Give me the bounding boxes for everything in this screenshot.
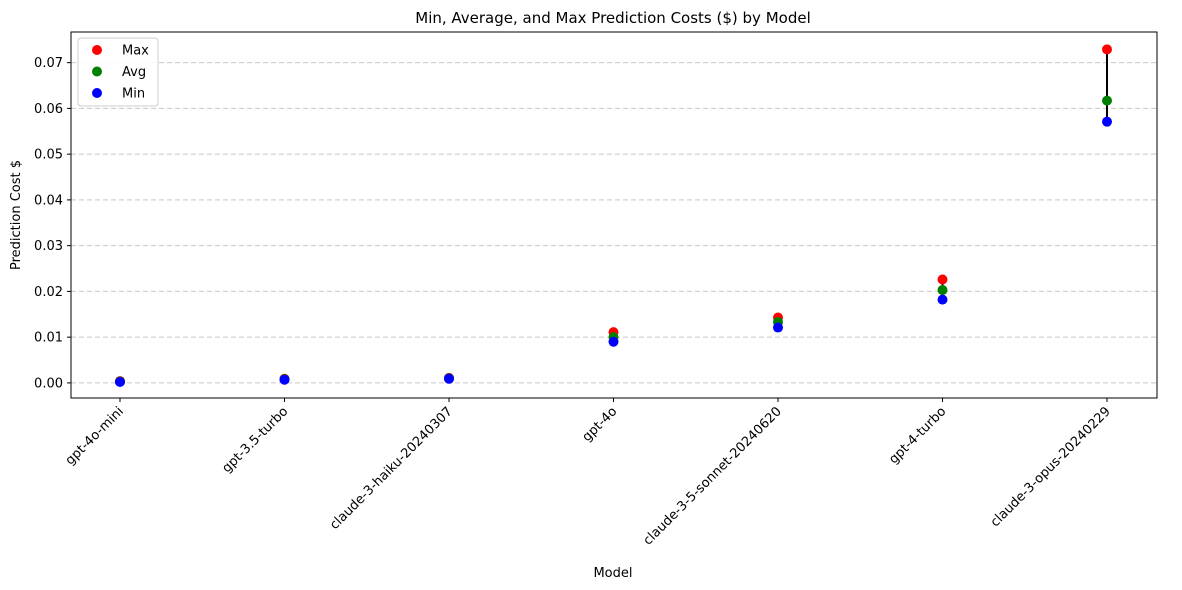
x-axis: gpt-4o-mini gpt-3.5-turbo claude-3-haiku-2… bbox=[63, 398, 1114, 548]
y-tick-label: 0.06 bbox=[34, 102, 63, 117]
y-tick-label: 0.00 bbox=[34, 376, 63, 391]
x-tick-label: gpt-4o-mini bbox=[63, 404, 127, 468]
y-tick-label: 0.05 bbox=[34, 148, 63, 163]
point-min bbox=[608, 336, 619, 347]
chart-title: Min, Average, and Max Prediction Costs (… bbox=[415, 9, 811, 27]
y-tick-label: 0.07 bbox=[34, 56, 63, 71]
x-tick-label: gpt-3.5-turbo bbox=[220, 404, 292, 476]
x-tick-label: gpt-4-turbo bbox=[886, 404, 949, 467]
point-max bbox=[937, 274, 948, 285]
x-tick-label: claude-3-opus-20240229 bbox=[988, 404, 1114, 530]
legend: Max Avg Min bbox=[77, 37, 159, 107]
point-min bbox=[279, 374, 290, 385]
legend-marker bbox=[92, 88, 102, 98]
point-max bbox=[1102, 44, 1112, 55]
point-avg bbox=[937, 285, 948, 296]
y-tick-label: 0.02 bbox=[34, 285, 63, 300]
x-tick-label: claude-3-5-sonnet-20240620 bbox=[641, 404, 785, 548]
point-min bbox=[937, 294, 948, 305]
point-min bbox=[444, 373, 454, 384]
y-axis-label: Prediction Cost $ bbox=[9, 160, 24, 270]
grid bbox=[71, 62, 1157, 384]
point-min bbox=[773, 322, 783, 333]
point-min bbox=[115, 376, 125, 387]
y-tick-label: 0.03 bbox=[34, 239, 63, 254]
point-min bbox=[1102, 116, 1112, 127]
y-tick-label: 0.01 bbox=[34, 331, 63, 346]
legend-label: Avg bbox=[122, 65, 146, 80]
legend-label: Min bbox=[122, 87, 145, 102]
y-axis: 0.00 0.01 0.02 0.03 0.04 0.05 0.06 0.07 bbox=[34, 56, 71, 391]
data-points bbox=[115, 44, 1112, 387]
x-axis-label: Model bbox=[593, 566, 632, 581]
x-tick-label: gpt-4o bbox=[580, 404, 621, 445]
legend-marker bbox=[92, 45, 102, 55]
x-tick-label: claude-3-haiku-20240307 bbox=[327, 404, 456, 533]
y-tick-label: 0.04 bbox=[34, 193, 63, 208]
legend-marker bbox=[92, 66, 102, 77]
point-avg bbox=[1102, 95, 1112, 106]
legend-label: Max bbox=[122, 44, 149, 59]
